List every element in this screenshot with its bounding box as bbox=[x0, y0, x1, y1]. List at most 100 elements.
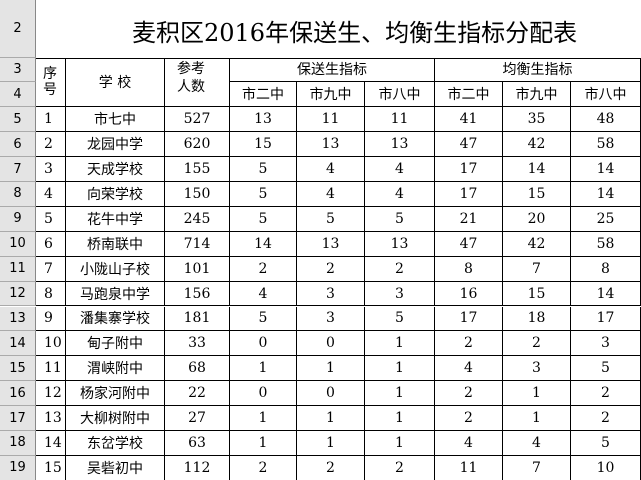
cell: 5 bbox=[365, 206, 435, 232]
cell: 33 bbox=[165, 331, 230, 357]
row-number: 13 bbox=[0, 306, 36, 332]
cell: 6 bbox=[36, 231, 66, 257]
row-number: 17 bbox=[0, 406, 36, 431]
cell: 620 bbox=[165, 132, 230, 158]
sub-header: 市二中 bbox=[435, 82, 503, 108]
cell: 8 bbox=[435, 256, 503, 282]
row-number: 19 bbox=[0, 455, 36, 480]
sub-header: 市八中 bbox=[571, 82, 641, 108]
cell: 20 bbox=[503, 206, 571, 232]
cell: 11 bbox=[297, 107, 365, 133]
school-name: 大柳树附中 bbox=[66, 406, 165, 431]
sub-header: 市二中 bbox=[230, 82, 297, 108]
cell: 13 bbox=[365, 132, 435, 158]
cell: 5 bbox=[36, 206, 66, 232]
cell: 1 bbox=[230, 431, 297, 456]
cell: 1 bbox=[365, 406, 435, 431]
cell: 3 bbox=[365, 281, 435, 307]
cell: 3 bbox=[571, 331, 641, 357]
school-name: 天成学校 bbox=[66, 157, 165, 182]
cell: 5 bbox=[230, 306, 297, 332]
school-name: 向荣学校 bbox=[66, 182, 165, 207]
row-number: 12 bbox=[0, 281, 36, 307]
school-name: 市七中 bbox=[66, 107, 165, 133]
cell: 4 bbox=[365, 182, 435, 207]
cell: 1 bbox=[297, 406, 365, 431]
cell: 11 bbox=[435, 455, 503, 480]
cell: 4 bbox=[365, 157, 435, 182]
cell: 14 bbox=[36, 431, 66, 456]
cell: 13 bbox=[230, 107, 297, 133]
cell: 155 bbox=[165, 157, 230, 182]
cell: 3 bbox=[297, 281, 365, 307]
cell: 4 bbox=[230, 281, 297, 307]
cell: 8 bbox=[36, 281, 66, 307]
school-name: 小陇山子校 bbox=[66, 256, 165, 282]
cell: 0 bbox=[297, 381, 365, 407]
cell: 15 bbox=[230, 132, 297, 158]
row-number: 6 bbox=[0, 132, 36, 158]
cell: 15 bbox=[36, 455, 66, 480]
row-number: 9 bbox=[0, 206, 36, 232]
cell: 527 bbox=[165, 107, 230, 133]
cell: 14 bbox=[503, 157, 571, 182]
cell: 21 bbox=[435, 206, 503, 232]
cell: 7 bbox=[36, 256, 66, 282]
cell: 2 bbox=[230, 256, 297, 282]
school-name: 杨家河附中 bbox=[66, 381, 165, 407]
cell: 17 bbox=[435, 157, 503, 182]
cell: 181 bbox=[165, 306, 230, 332]
cell: 17 bbox=[435, 306, 503, 332]
school-name: 桥南联中 bbox=[66, 231, 165, 257]
row-number: 18 bbox=[0, 431, 36, 456]
school-name: 潘集寨学校 bbox=[66, 306, 165, 332]
sub-header: 市九中 bbox=[503, 82, 571, 108]
row-number: 16 bbox=[0, 381, 36, 407]
cell: 5 bbox=[571, 356, 641, 382]
cell: 63 bbox=[165, 431, 230, 456]
cell: 10 bbox=[571, 455, 641, 480]
sheet-title: 麦积区2016年保送生、均衡生指标分配表 bbox=[132, 19, 578, 47]
cell: 13 bbox=[297, 231, 365, 257]
row-number: 2 bbox=[0, 0, 36, 58]
cell: 14 bbox=[230, 231, 297, 257]
cell: 5 bbox=[571, 431, 641, 456]
sub-header: 市八中 bbox=[365, 82, 435, 108]
cell: 17 bbox=[571, 306, 641, 332]
cell: 2 bbox=[435, 331, 503, 357]
cell: 2 bbox=[365, 455, 435, 480]
row-number: 5 bbox=[0, 107, 36, 133]
cell: 1 bbox=[365, 356, 435, 382]
cell: 15 bbox=[503, 182, 571, 207]
cell: 2 bbox=[297, 455, 365, 480]
cell: 58 bbox=[571, 132, 641, 158]
cell: 14 bbox=[571, 281, 641, 307]
cell: 0 bbox=[297, 331, 365, 357]
row-number: 11 bbox=[0, 256, 36, 282]
cell: 68 bbox=[165, 356, 230, 382]
cell: 150 bbox=[165, 182, 230, 207]
row-number: 15 bbox=[0, 356, 36, 382]
cell: 7 bbox=[503, 256, 571, 282]
cell: 42 bbox=[503, 132, 571, 158]
cell: 16 bbox=[435, 281, 503, 307]
cell: 13 bbox=[365, 231, 435, 257]
cell: 12 bbox=[36, 381, 66, 407]
cell: 1 bbox=[365, 381, 435, 407]
cell: 4 bbox=[435, 356, 503, 382]
cell: 2 bbox=[365, 256, 435, 282]
cell: 112 bbox=[165, 455, 230, 480]
row-number: 8 bbox=[0, 182, 36, 207]
cell: 1 bbox=[503, 381, 571, 407]
cell: 1 bbox=[297, 431, 365, 456]
school-name: 东岔学校 bbox=[66, 431, 165, 456]
sub-header: 市九中 bbox=[297, 82, 365, 108]
cell: 14 bbox=[571, 182, 641, 207]
cell: 11 bbox=[365, 107, 435, 133]
header-school: 学 校 bbox=[66, 57, 165, 108]
cell: 156 bbox=[165, 281, 230, 307]
cell: 4 bbox=[503, 431, 571, 456]
header-seq: 序号 bbox=[36, 57, 66, 108]
cell: 5 bbox=[365, 306, 435, 332]
